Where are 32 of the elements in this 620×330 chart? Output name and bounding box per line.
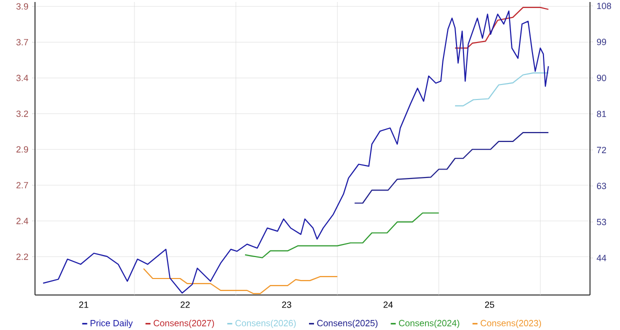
y2-tick-label: 99 (596, 38, 606, 46)
line-series (143, 268, 338, 294)
y-tick-label: 3.9 (16, 3, 28, 10)
y2-tick-label: 72 (596, 146, 606, 154)
line-series (354, 132, 549, 204)
legend-label: Consens(2024) (398, 320, 460, 328)
y-tick-label: 3.2 (16, 110, 28, 117)
y2-tick-label: 90 (596, 74, 606, 82)
y-tick-label: 2.2 (16, 254, 28, 260)
y2-tick-label: 81 (596, 110, 606, 118)
y-tick-label: 3.7 (16, 39, 28, 46)
y2-tick-label: 44 (596, 254, 606, 262)
y2-tick-label: 53 (596, 218, 606, 226)
x-tick-label: 24 (384, 302, 393, 308)
x-tick-label: 22 (180, 302, 190, 308)
legend-label: Consens(2027) (154, 320, 214, 328)
y-tick-label: 2.7 (16, 182, 28, 188)
y2-tick-label: 63 (596, 182, 606, 190)
legend-label: Consens(2025) (317, 320, 378, 328)
line-series (454, 6, 549, 49)
legend-label: Consens(2023) (480, 320, 541, 328)
x-tick-label: 21 (79, 302, 88, 308)
legend-label: Consens(2026) (235, 320, 296, 328)
x-tick-label: 25 (485, 302, 494, 308)
y2-tick-label: 108 (597, 2, 612, 10)
line-series (42, 10, 549, 294)
legend-label: Price Daily (90, 320, 133, 328)
x-tick-label: 23 (282, 302, 292, 308)
y-tick-label: 3.4 (16, 74, 28, 82)
y-tick-label: 2.4 (16, 218, 28, 224)
y-tick-label: 2.9 (16, 146, 28, 153)
line-series (454, 72, 549, 106)
